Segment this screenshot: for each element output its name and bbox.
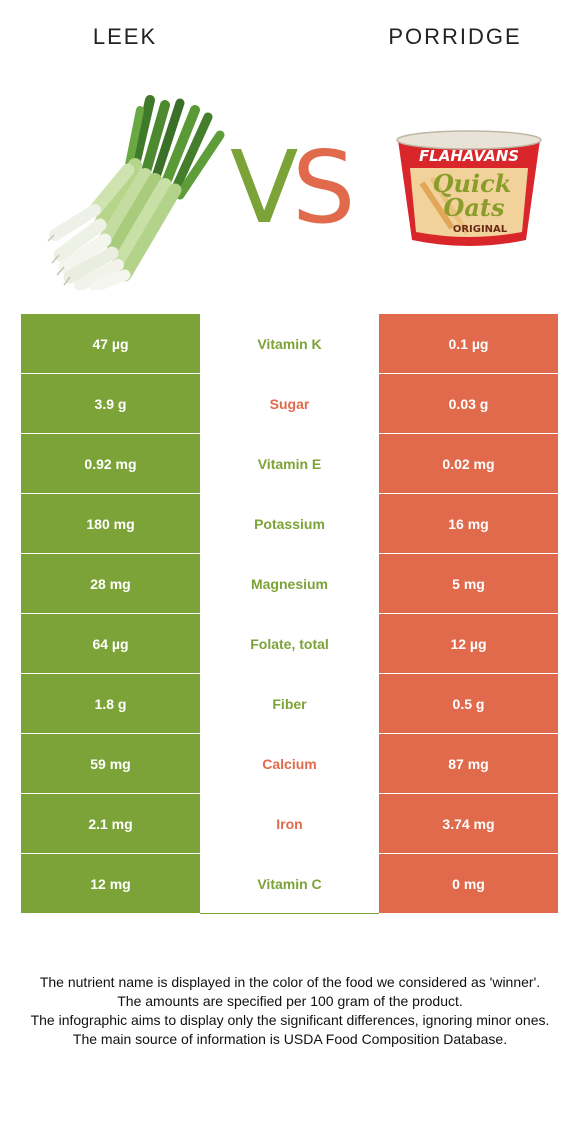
table-row: 28 mg Magnesium 5 mg: [21, 554, 558, 614]
nutrient-name: Potassium: [200, 494, 379, 554]
nutrient-name: Iron: [200, 794, 379, 854]
porridge-value: 87 mg: [379, 734, 558, 794]
porridge-image: FLAHAVANS Quick Oats ORIGINAL: [396, 130, 542, 246]
table-row: 1.8 g Fiber 0.5 g: [21, 674, 558, 734]
porridge-value: 0 mg: [379, 854, 558, 914]
table-row: 59 mg Calcium 87 mg: [21, 734, 558, 794]
vs-s-letter: S: [292, 129, 356, 246]
footnote-significant-differences: The infographic aims to display only the…: [30, 1012, 550, 1028]
porridge-value: 3.74 mg: [379, 794, 558, 854]
leek-value: 180 mg: [21, 494, 200, 554]
nutrient-name: Folate, total: [200, 614, 379, 674]
nutrient-name: Vitamin C: [200, 854, 379, 914]
porridge-value: 0.5 g: [379, 674, 558, 734]
table-row: 3.9 g Sugar 0.03 g: [21, 374, 558, 434]
porridge-quick-text: Quick: [433, 169, 512, 198]
table-row: 64 µg Folate, total 12 µg: [21, 614, 558, 674]
footnotes: The nutrient name is displayed in the co…: [18, 973, 562, 1049]
footnote-winner-color: The nutrient name is displayed in the co…: [39, 974, 541, 990]
nutrient-name: Calcium: [200, 734, 379, 794]
leek-image: [47, 95, 225, 290]
table-row: 47 µg Vitamin K 0.1 µg: [21, 314, 558, 374]
leek-value: 2.1 mg: [21, 794, 200, 854]
porridge-brand-text: FLAHAVANS: [419, 147, 519, 165]
vs-label: V S: [230, 128, 355, 248]
table-row: 180 mg Potassium 16 mg: [21, 494, 558, 554]
leek-value: 0.92 mg: [21, 434, 200, 494]
nutrient-name: Vitamin E: [200, 434, 379, 494]
left-food-title: LEEK: [92, 24, 158, 49]
leek-value: 28 mg: [21, 554, 200, 614]
comparison-table: 47 µg Vitamin K 0.1 µg 3.9 g Sugar 0.03 g 0.92…: [21, 314, 558, 914]
leek-value: 59 mg: [21, 734, 200, 794]
footnote-per-100g: The amounts are specified per 100 gram o…: [117, 993, 463, 1009]
leek-value: 3.9 g: [21, 374, 200, 434]
porridge-value: 0.1 µg: [379, 314, 558, 374]
porridge-value: 5 mg: [379, 554, 558, 614]
nutrient-name: Sugar: [200, 374, 379, 434]
leek-value: 47 µg: [21, 314, 200, 374]
leek-value: 64 µg: [21, 614, 200, 674]
table-row: 0.92 mg Vitamin E 0.02 mg: [21, 434, 558, 494]
porridge-value: 0.03 g: [379, 374, 558, 434]
nutrient-name: Magnesium: [200, 554, 379, 614]
nutrient-name: Vitamin K: [200, 314, 379, 374]
leek-value: 12 mg: [21, 854, 200, 914]
porridge-value: 0.02 mg: [379, 434, 558, 494]
vs-v-letter: V: [230, 129, 299, 246]
porridge-value: 16 mg: [379, 494, 558, 554]
leek-value: 1.8 g: [21, 674, 200, 734]
porridge-oats-text: Oats: [443, 193, 505, 222]
table-row: 2.1 mg Iron 3.74 mg: [21, 794, 558, 854]
porridge-value: 12 µg: [379, 614, 558, 674]
nutrient-name: Fiber: [200, 674, 379, 734]
right-food-title: PORRIDGE: [388, 24, 522, 49]
footnote-data-source: The main source of information is USDA F…: [72, 1031, 508, 1047]
porridge-variant-text: ORIGINAL: [453, 224, 508, 235]
